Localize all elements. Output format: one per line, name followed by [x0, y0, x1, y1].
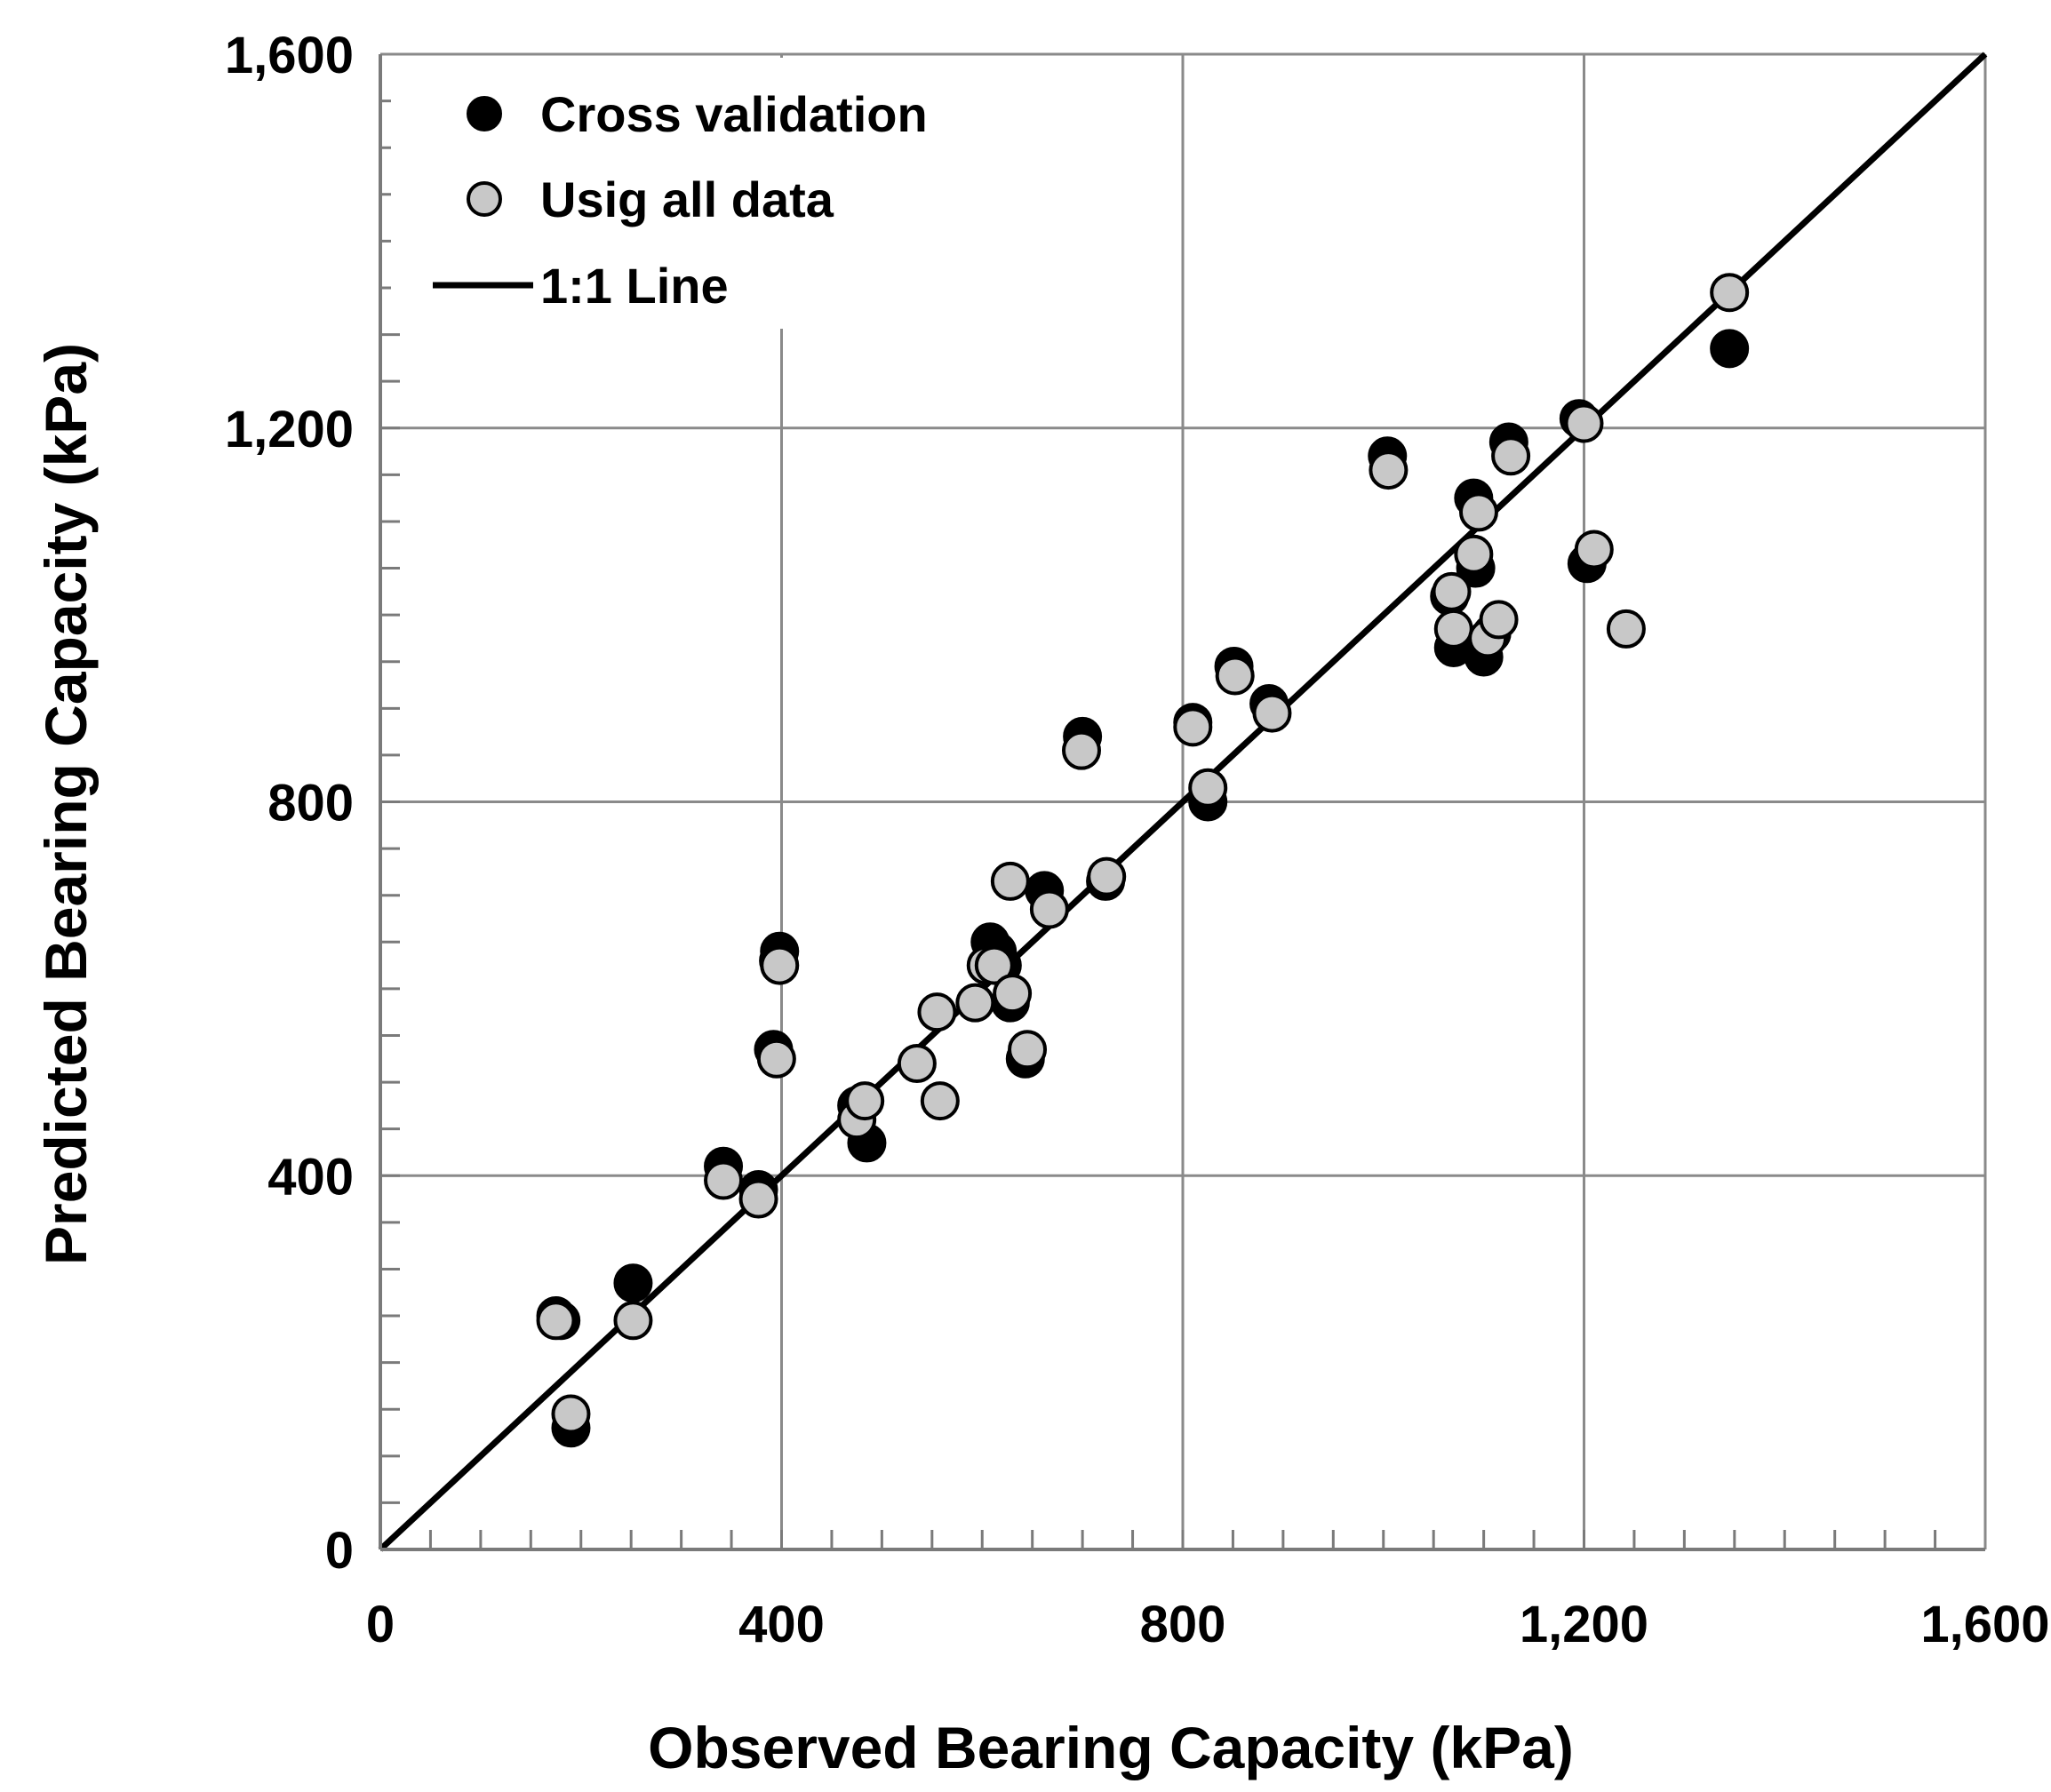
all-data-point [551, 1394, 591, 1434]
cross-validation-point [613, 1263, 653, 1303]
all-data-point [1087, 856, 1127, 896]
all-data-point [1173, 707, 1213, 747]
y-tick-label: 0 [325, 1522, 354, 1580]
legend-item-all-data: Usig all data [467, 171, 834, 227]
y-axis-title: Predicted Bearing Capacity (kPa) [33, 343, 99, 1265]
all-data-point [1710, 273, 1750, 313]
all-data-point [1008, 1030, 1048, 1070]
all-data-point [993, 974, 1033, 1014]
all-data-point [845, 1081, 885, 1121]
x-tick-label: 400 [738, 1596, 825, 1653]
all-data-point [756, 1039, 796, 1079]
y-tick-label: 400 [267, 1148, 354, 1206]
all-data-point [1433, 609, 1473, 649]
x-tick-label: 1,600 [1920, 1596, 2049, 1653]
cross-validation-point [1710, 329, 1750, 369]
all-data-point [974, 945, 1014, 985]
all-data-point [1564, 403, 1604, 443]
all-data-point [1061, 730, 1101, 770]
all-data-point [613, 1301, 653, 1341]
all-data-point [1479, 600, 1519, 640]
all-data-point [1029, 889, 1069, 929]
all-data-point [738, 1179, 778, 1219]
all-data-point [1215, 656, 1255, 696]
y-tick-label: 800 [267, 775, 354, 832]
x-axis-title: Observed Bearing Capacity (kPa) [648, 1715, 1574, 1780]
legend: Cross validation Usig all data 1:1 Line [433, 86, 928, 314]
legend-item-cross-validation: Cross validation [467, 86, 928, 142]
legend-one-to-one-label: 1:1 Line [540, 258, 729, 314]
legend-cross-validation-label: Cross validation [540, 86, 928, 142]
all-data-point [1432, 571, 1472, 611]
all-data-point [917, 992, 957, 1032]
y-tick-labels: 0 400 800 1,200 1,600 [225, 27, 354, 1580]
legend-item-one-to-one: 1:1 Line [433, 258, 729, 314]
all-data-point [704, 1160, 744, 1200]
all-data-point [1491, 436, 1531, 476]
x-tick-label: 0 [366, 1596, 395, 1653]
all-data-point [990, 861, 1030, 901]
legend-all-data-marker [467, 181, 502, 217]
all-data-point [760, 945, 800, 985]
all-data-point [536, 1301, 576, 1341]
x-tick-labels: 0 400 800 1,200 1,600 [366, 1596, 2050, 1653]
all-data-point [1458, 492, 1498, 532]
all-data-point [955, 983, 995, 1023]
axes [379, 54, 1985, 1551]
y-tick-label: 1,200 [225, 401, 354, 458]
legend-all-data-label: Usig all data [540, 171, 834, 227]
all-data-point [1454, 534, 1494, 574]
all-data-point [1369, 450, 1409, 490]
legend-cross-validation-marker [467, 96, 502, 131]
all-data-point [920, 1081, 960, 1121]
y-tick-label: 1,600 [225, 27, 354, 84]
all-data-point [1188, 768, 1228, 808]
all-data-point [1606, 609, 1646, 649]
all-data-point [1252, 693, 1292, 733]
x-tick-label: 800 [1140, 1596, 1226, 1653]
x-tick-label: 1,200 [1520, 1596, 1648, 1653]
series-all-data [536, 273, 1750, 1434]
all-data-point [1574, 530, 1614, 569]
minor-ticks [380, 100, 1937, 1549]
all-data-point [897, 1044, 937, 1084]
